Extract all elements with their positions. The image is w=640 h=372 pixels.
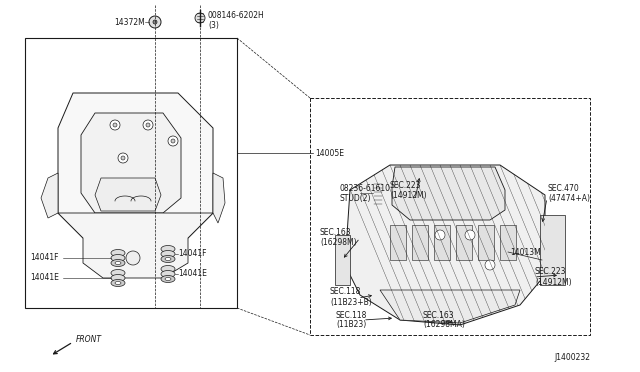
Circle shape (149, 16, 161, 28)
Text: 14372M: 14372M (115, 17, 145, 26)
Text: SEC.163: SEC.163 (423, 311, 454, 320)
Polygon shape (335, 235, 350, 285)
Ellipse shape (161, 246, 175, 253)
Bar (374, 181, 382, 205)
Bar (412, 225, 428, 260)
Bar (25, 38, 237, 308)
Circle shape (126, 251, 140, 265)
Circle shape (113, 123, 117, 127)
Text: (14912M): (14912M) (535, 278, 572, 286)
Ellipse shape (111, 250, 125, 257)
Text: SEC.223: SEC.223 (390, 180, 422, 189)
Ellipse shape (111, 260, 125, 266)
Text: 14041E: 14041E (178, 269, 207, 279)
Text: 08236-61610: 08236-61610 (340, 183, 391, 192)
Polygon shape (380, 290, 520, 323)
Bar (310, 98, 590, 335)
Circle shape (153, 20, 157, 24)
Circle shape (146, 123, 150, 127)
Ellipse shape (161, 256, 175, 263)
Circle shape (168, 136, 178, 146)
Text: SEC.163: SEC.163 (320, 228, 351, 237)
Text: (14912M): (14912M) (390, 190, 427, 199)
Bar (478, 225, 494, 260)
Ellipse shape (111, 275, 125, 282)
Polygon shape (345, 165, 545, 325)
Ellipse shape (161, 270, 175, 278)
Bar (390, 225, 406, 260)
Polygon shape (95, 178, 161, 211)
Text: FRONT: FRONT (76, 336, 102, 344)
Text: 14013M: 14013M (510, 247, 541, 257)
Circle shape (143, 120, 153, 130)
Circle shape (133, 218, 143, 228)
Text: 14005E: 14005E (315, 148, 344, 157)
Text: 14041E: 14041E (30, 273, 59, 282)
Bar (456, 225, 472, 260)
Text: (3): (3) (208, 20, 219, 29)
Ellipse shape (111, 254, 125, 262)
Text: (16298MA): (16298MA) (423, 321, 465, 330)
Polygon shape (392, 167, 505, 220)
Text: (16298M): (16298M) (320, 237, 356, 247)
Text: 14041F: 14041F (30, 253, 58, 263)
Ellipse shape (111, 279, 125, 286)
Circle shape (110, 120, 120, 130)
Text: SEC.118: SEC.118 (336, 311, 367, 320)
Text: 008146-6202H: 008146-6202H (208, 10, 265, 19)
Ellipse shape (161, 250, 175, 257)
Circle shape (171, 139, 175, 143)
Ellipse shape (161, 266, 175, 273)
Polygon shape (58, 93, 213, 238)
Text: (11B23+B): (11B23+B) (330, 298, 372, 307)
Polygon shape (213, 173, 225, 223)
Ellipse shape (165, 257, 171, 260)
Polygon shape (41, 173, 58, 218)
Bar (434, 225, 450, 260)
Circle shape (195, 13, 205, 23)
Circle shape (118, 153, 128, 163)
Polygon shape (540, 215, 565, 285)
Text: (47474+A): (47474+A) (548, 193, 590, 202)
Circle shape (136, 221, 140, 225)
Text: (11B23): (11B23) (336, 321, 366, 330)
Polygon shape (81, 113, 181, 213)
Text: J1400232: J1400232 (554, 353, 590, 362)
Circle shape (435, 230, 445, 240)
Circle shape (485, 260, 495, 270)
Polygon shape (58, 213, 213, 278)
Ellipse shape (115, 282, 121, 285)
Circle shape (465, 230, 475, 240)
Ellipse shape (161, 276, 175, 282)
Text: SEC.470: SEC.470 (548, 183, 580, 192)
Text: 14041F: 14041F (178, 250, 207, 259)
Text: SEC.223: SEC.223 (535, 267, 566, 276)
Text: SEC.118: SEC.118 (330, 288, 362, 296)
Ellipse shape (115, 262, 121, 264)
Ellipse shape (165, 278, 171, 280)
Circle shape (121, 156, 125, 160)
Ellipse shape (111, 269, 125, 276)
Text: STUD(2): STUD(2) (340, 193, 371, 202)
Bar (500, 225, 516, 260)
